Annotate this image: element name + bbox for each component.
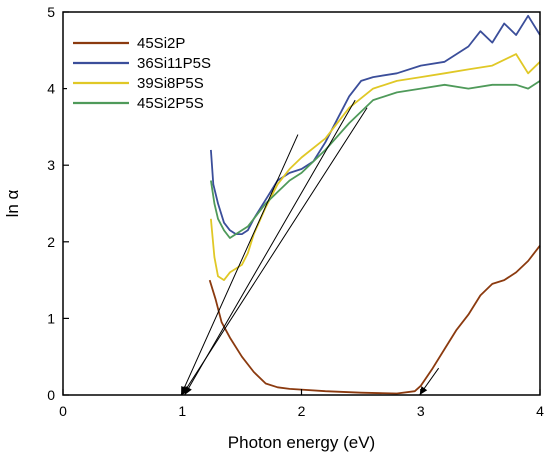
tangent-line-3 (184, 99, 356, 396)
y-axis-label: ln α (3, 189, 22, 217)
x-tick-label: 1 (178, 403, 186, 419)
legend: 45Si2P 36Si11P5S 39Si8P5S 45Si2P5S (67, 31, 237, 117)
series-layer (208, 14, 541, 395)
series-line (210, 14, 541, 236)
x-axis-label: Photon energy (eV) (228, 433, 375, 452)
legend-label: 36Si11P5S (137, 55, 211, 72)
y-tick-label: 3 (47, 157, 55, 173)
y-tick-label: 4 (47, 81, 55, 97)
series-line (208, 245, 541, 395)
legend-label: 45Si2P (137, 35, 185, 52)
legend-label: 45Si2P5S (137, 95, 204, 112)
y-tick-label: 5 (47, 4, 55, 20)
tangent-line-2 (181, 107, 368, 396)
legend-label: 39Si8P5S (137, 75, 204, 92)
annotation-layer (180, 99, 440, 396)
y-tick-label: 0 (47, 387, 55, 403)
series-line (210, 80, 541, 239)
arrow-head-icon (184, 386, 192, 395)
tick-layer: 0 1 2 3 4 0 1 2 3 4 5 (47, 4, 544, 419)
series-line (210, 53, 541, 282)
y-tick-label: 1 (47, 310, 55, 326)
x-tick-label: 2 (298, 403, 306, 419)
x-tick-label: 3 (417, 403, 425, 419)
arrow-head-icon (419, 386, 428, 395)
tangent-line-1 (180, 134, 299, 396)
y-tick-label: 2 (47, 234, 55, 250)
x-tick-label: 4 (536, 403, 544, 419)
x-tick-label: 0 (59, 403, 67, 419)
